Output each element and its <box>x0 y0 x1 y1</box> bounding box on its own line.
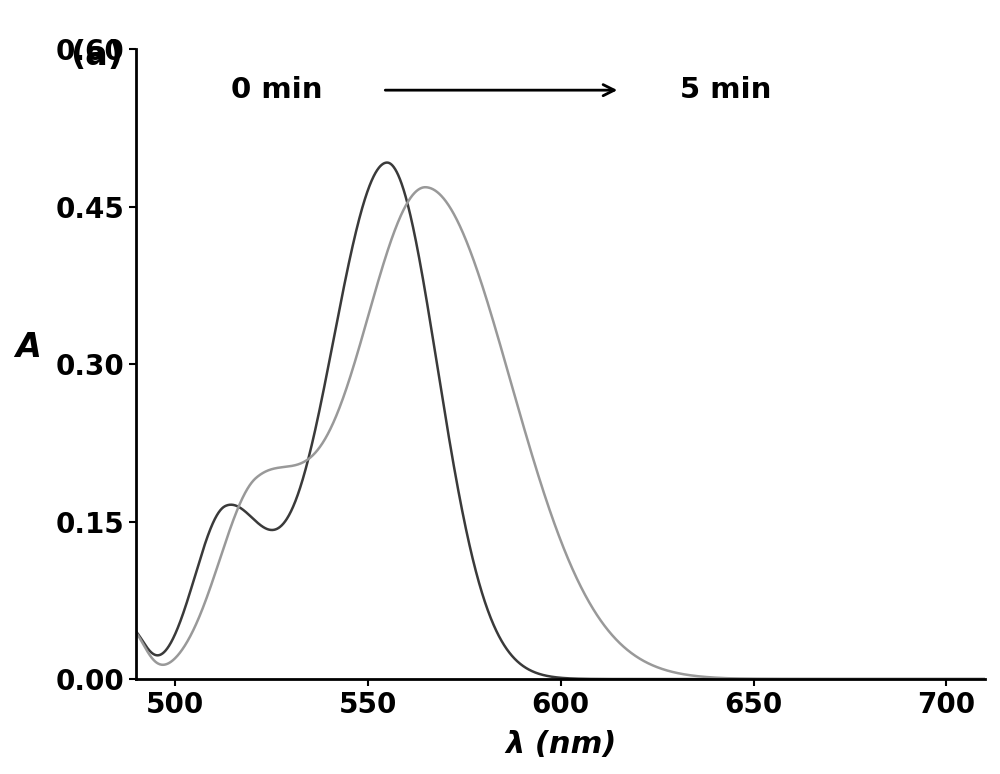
Text: 0 min: 0 min <box>231 76 322 104</box>
Text: 5 min: 5 min <box>680 76 772 104</box>
X-axis label: λ (nm): λ (nm) <box>505 730 616 759</box>
Text: (a): (a) <box>70 39 123 72</box>
Y-axis label: A: A <box>15 331 41 364</box>
